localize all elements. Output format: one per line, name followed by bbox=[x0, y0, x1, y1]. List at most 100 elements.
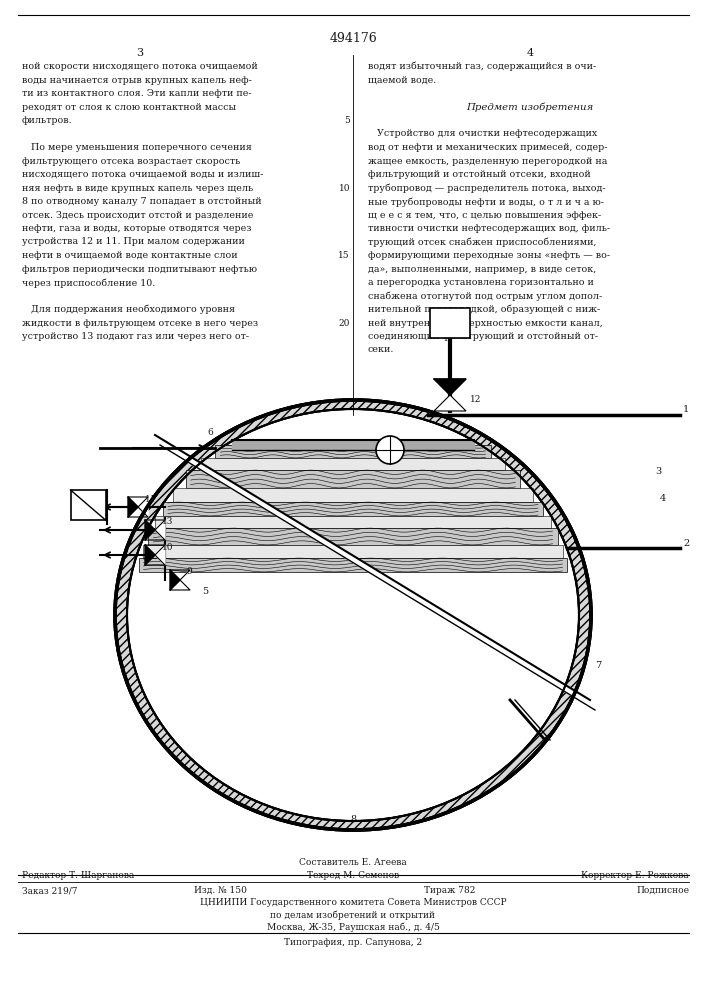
Polygon shape bbox=[170, 570, 180, 590]
Text: соединяющий фильтрующий и отстойный от-: соединяющий фильтрующий и отстойный от- bbox=[368, 332, 598, 341]
Text: через приспособление 10.: через приспособление 10. bbox=[22, 278, 156, 288]
Polygon shape bbox=[434, 379, 466, 395]
Text: жащее емкость, разделенную перегородкой на: жащее емкость, разделенную перегородкой … bbox=[368, 156, 607, 165]
Text: Тираж 782: Тираж 782 bbox=[424, 886, 476, 895]
Text: воды начинается отрыв крупных капель неф-: воды начинается отрыв крупных капель неф… bbox=[22, 76, 252, 85]
Text: 6: 6 bbox=[207, 428, 213, 437]
Polygon shape bbox=[138, 497, 148, 517]
Text: 5: 5 bbox=[202, 587, 208, 596]
Text: 10: 10 bbox=[339, 184, 350, 193]
Text: секи.: секи. bbox=[368, 346, 395, 355]
Text: по делам изобретений и открытий: по делам изобретений и открытий bbox=[271, 910, 436, 920]
Text: 13: 13 bbox=[162, 518, 173, 526]
Text: да», выполненными, например, в виде сеток,: да», выполненными, например, в виде сето… bbox=[368, 264, 596, 273]
Text: Изд. № 150: Изд. № 150 bbox=[194, 886, 247, 895]
Ellipse shape bbox=[127, 409, 579, 821]
Text: устройства 12 и 11. При малом содержании: устройства 12 и 11. При малом содержании bbox=[22, 237, 245, 246]
Text: ЦНИИПИ Государственного комитета Совета Министров СССР: ЦНИИПИ Государственного комитета Совета … bbox=[199, 898, 506, 907]
Text: вод от нефти и механических примесей, содер-: вод от нефти и механических примесей, со… bbox=[368, 143, 607, 152]
Polygon shape bbox=[155, 435, 595, 710]
Text: ной скорости нисходящего потока очищаемой: ной скорости нисходящего потока очищаемо… bbox=[22, 62, 258, 71]
Text: 1: 1 bbox=[683, 406, 689, 414]
Text: снабжена отогнутой под острым углом допол-: снабжена отогнутой под острым углом допо… bbox=[368, 292, 602, 301]
Polygon shape bbox=[434, 395, 466, 411]
Text: ные трубопроводы нефти и воды, о т л и ч а ю-: ные трубопроводы нефти и воды, о т л и ч… bbox=[368, 197, 604, 207]
Text: 3: 3 bbox=[655, 468, 661, 477]
Text: 4: 4 bbox=[660, 494, 666, 503]
Text: а перегородка установлена горизонтально и: а перегородка установлена горизонтально … bbox=[368, 278, 594, 287]
Text: Составитель Е. Агеева: Составитель Е. Агеева bbox=[299, 858, 407, 867]
Text: Типография, пр. Сапунова, 2: Типография, пр. Сапунова, 2 bbox=[284, 938, 422, 947]
Text: трубопровод — распределитель потока, выход-: трубопровод — распределитель потока, вых… bbox=[368, 184, 606, 193]
Polygon shape bbox=[145, 520, 155, 540]
Ellipse shape bbox=[127, 409, 579, 821]
Text: реходят от слоя к слою контактной массы: реходят от слоя к слою контактной массы bbox=[22, 103, 236, 111]
Text: щаемой воде.: щаемой воде. bbox=[368, 76, 436, 85]
Text: фильтрующего отсека возрастает скорость: фильтрующего отсека возрастает скорость bbox=[22, 156, 240, 165]
Ellipse shape bbox=[115, 400, 591, 830]
Polygon shape bbox=[180, 570, 190, 590]
Text: отсек. Здесь происходит отстой и разделение: отсек. Здесь происходит отстой и разделе… bbox=[22, 211, 253, 220]
Bar bbox=[71, 490, 105, 520]
Text: Подписное: Подписное bbox=[636, 886, 689, 895]
Bar bbox=[163, 502, 543, 516]
Text: 9: 9 bbox=[186, 568, 192, 576]
Bar bbox=[156, 516, 551, 528]
Text: 5: 5 bbox=[344, 116, 350, 125]
Bar bbox=[186, 470, 520, 488]
Text: жидкости в фильтрующем отсеке в него через: жидкости в фильтрующем отсеке в него чер… bbox=[22, 318, 258, 328]
Polygon shape bbox=[128, 497, 138, 517]
Bar bbox=[143, 545, 563, 558]
Text: Для поддержания необходимого уровня: Для поддержания необходимого уровня bbox=[22, 305, 235, 314]
Text: 15: 15 bbox=[339, 251, 350, 260]
Bar bbox=[201, 458, 506, 470]
Bar bbox=[430, 308, 470, 338]
Bar bbox=[173, 488, 534, 502]
Text: 4: 4 bbox=[527, 48, 534, 58]
Polygon shape bbox=[155, 520, 165, 540]
Text: фильтрующий и отстойный отсеки, входной: фильтрующий и отстойный отсеки, входной bbox=[368, 170, 591, 179]
Text: тивности очистки нефтесодержащих вод, филь-: тивности очистки нефтесодержащих вод, фи… bbox=[368, 224, 610, 233]
Text: 10: 10 bbox=[162, 542, 173, 552]
Text: Предмет изобретения: Предмет изобретения bbox=[467, 103, 594, 112]
Text: 20: 20 bbox=[339, 318, 350, 328]
Text: Москва, Ж-35, Раушская наб., д. 4/5: Москва, Ж-35, Раушская наб., д. 4/5 bbox=[267, 922, 440, 932]
Text: нефти в очищаемой воде контактные слои: нефти в очищаемой воде контактные слои bbox=[22, 251, 238, 260]
Text: фильтров периодически подпитывают нефтью: фильтров периодически подпитывают нефтью bbox=[22, 264, 257, 273]
Text: 12: 12 bbox=[470, 395, 481, 404]
Ellipse shape bbox=[115, 400, 591, 830]
Bar bbox=[148, 528, 558, 545]
Text: Заказ 219/7: Заказ 219/7 bbox=[22, 886, 78, 895]
Text: ней внутренней поверхностью емкости канал,: ней внутренней поверхностью емкости кана… bbox=[368, 318, 603, 328]
Text: 3: 3 bbox=[136, 48, 144, 58]
Text: водят избыточный газ, содержащийся в очи-: водят избыточный газ, содержащийся в очи… bbox=[368, 62, 596, 71]
Text: По мере уменьшения поперечного сечения: По мере уменьшения поперечного сечения bbox=[22, 143, 252, 152]
Circle shape bbox=[376, 436, 404, 464]
Text: трующий отсек снабжен приспособлениями,: трующий отсек снабжен приспособлениями, bbox=[368, 237, 597, 247]
Text: щ е е с я тем, что, с целью повышения эффек-: щ е е с я тем, что, с целью повышения эф… bbox=[368, 211, 601, 220]
Text: Корректор Е. Рожкова: Корректор Е. Рожкова bbox=[581, 871, 689, 880]
Text: Техред М. Семенов: Техред М. Семенов bbox=[307, 871, 399, 880]
Text: ти из контактного слоя. Эти капли нефти пе-: ти из контактного слоя. Эти капли нефти … bbox=[22, 89, 252, 98]
Text: Устройство для очистки нефтесодержащих: Устройство для очистки нефтесодержащих bbox=[368, 129, 597, 138]
Text: 8 по отводному каналу 7 попадает в отстойный: 8 по отводному каналу 7 попадает в отсто… bbox=[22, 197, 262, 206]
Bar bbox=[216, 445, 491, 458]
Text: устройство 13 подают газ или через него от-: устройство 13 подают газ или через него … bbox=[22, 332, 249, 341]
Ellipse shape bbox=[115, 400, 591, 830]
Text: 11: 11 bbox=[145, 495, 156, 504]
Text: 494176: 494176 bbox=[329, 32, 377, 45]
Text: формирующими переходные зоны «нефть — во-: формирующими переходные зоны «нефть — во… bbox=[368, 251, 610, 260]
Bar bbox=[139, 558, 568, 572]
Text: фильтров.: фильтров. bbox=[22, 116, 73, 125]
Text: 2: 2 bbox=[683, 538, 689, 548]
Polygon shape bbox=[232, 440, 474, 450]
Text: нительной перегородкой, образующей с ниж-: нительной перегородкой, образующей с ниж… bbox=[368, 305, 600, 314]
Text: няя нефть в виде крупных капель через щель: няя нефть в виде крупных капель через ще… bbox=[22, 184, 253, 193]
Polygon shape bbox=[155, 545, 165, 565]
Polygon shape bbox=[145, 545, 155, 565]
Text: 7: 7 bbox=[595, 660, 601, 670]
Text: Редактор Т. Шарганова: Редактор Т. Шарганова bbox=[22, 871, 134, 880]
Text: 8: 8 bbox=[350, 816, 356, 824]
Text: нисходящего потока очищаемой воды и излиш-: нисходящего потока очищаемой воды и изли… bbox=[22, 170, 264, 179]
Text: нефти, газа и воды, которые отводятся через: нефти, газа и воды, которые отводятся че… bbox=[22, 224, 252, 233]
